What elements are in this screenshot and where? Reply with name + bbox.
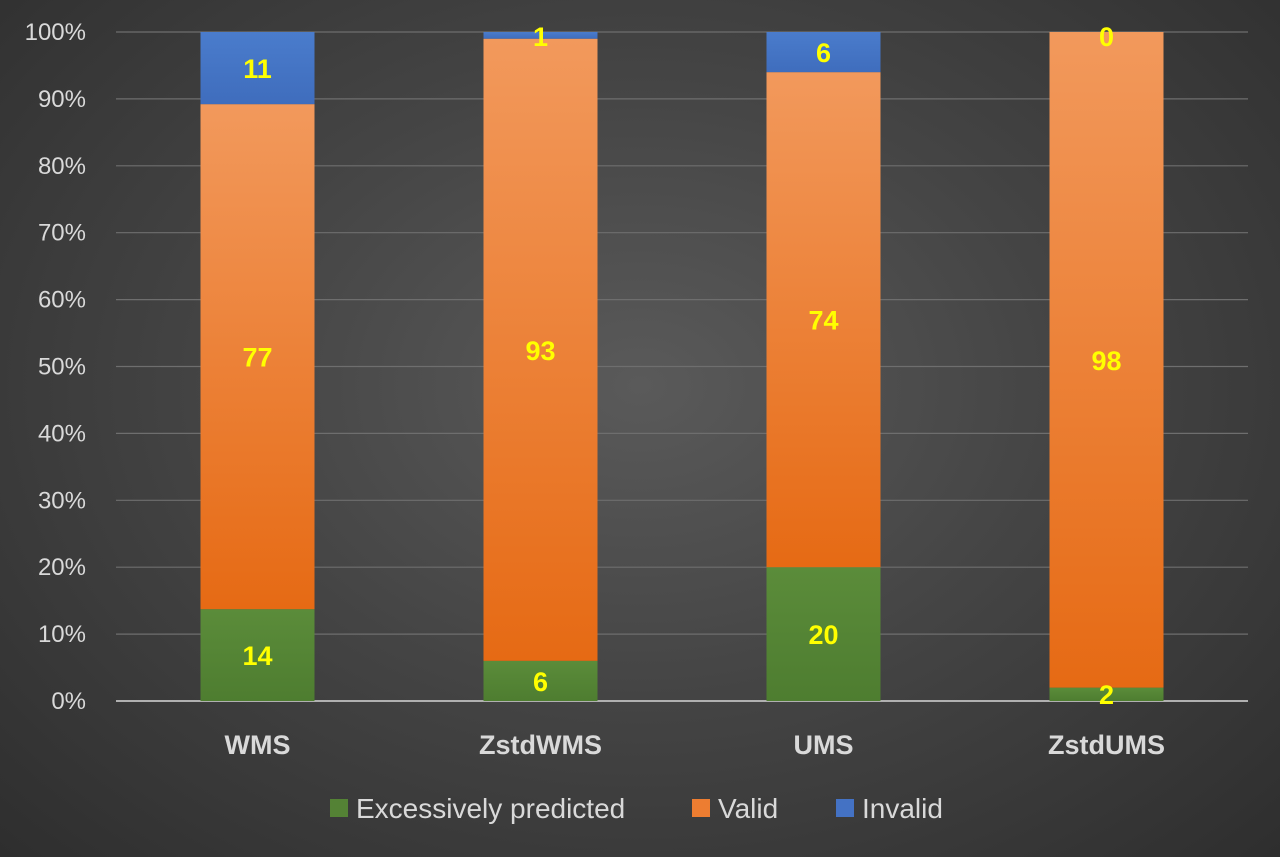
category-label: WMS xyxy=(225,730,291,760)
data-label: 0 xyxy=(1099,22,1114,52)
y-tick-label: 80% xyxy=(38,153,86,180)
y-tick-label: 60% xyxy=(38,287,86,314)
legend-label: Excessively predicted xyxy=(356,793,625,824)
y-tick-label: 0% xyxy=(51,688,86,715)
bar-segment-zstdwms-excessively-predicted xyxy=(483,660,598,701)
data-label: 2 xyxy=(1099,680,1114,710)
legend-label: Invalid xyxy=(862,793,943,824)
data-label: 1 xyxy=(533,22,548,52)
data-label: 11 xyxy=(243,54,272,84)
legend: Excessively predicted Valid Invalid xyxy=(330,793,943,824)
x-axis: WMS ZstdWMS UMS ZstdUMS xyxy=(225,730,1165,760)
legend-label: Valid xyxy=(718,793,778,824)
data-label: 20 xyxy=(808,620,838,650)
bar-segment-zstdwms-valid xyxy=(483,38,598,661)
y-tick-label: 90% xyxy=(38,86,86,113)
bars xyxy=(200,32,1164,701)
bar-segment-zstdwms-invalid xyxy=(483,32,598,39)
y-tick-label: 100% xyxy=(25,19,86,46)
data-label: 6 xyxy=(533,667,548,697)
data-label: 77 xyxy=(242,343,272,373)
data-label: 74 xyxy=(808,306,838,336)
category-label: ZstdWMS xyxy=(479,730,602,760)
bar-segment-ums-invalid xyxy=(766,32,881,73)
data-label: 6 xyxy=(816,38,831,68)
bar-segment-ums-excessively-predicted xyxy=(766,567,881,701)
category-label: UMS xyxy=(794,730,854,760)
bar-segment-zstdums-valid xyxy=(1049,32,1164,688)
y-tick-label: 50% xyxy=(38,354,86,381)
y-tick-label: 10% xyxy=(38,621,86,648)
bar-segment-ums-valid xyxy=(766,72,881,568)
data-labels: 14 77 11 6 93 1 20 74 6 2 98 0 xyxy=(242,22,1121,710)
y-tick-label: 30% xyxy=(38,487,86,514)
y-tick-label: 20% xyxy=(38,554,86,581)
data-label: 14 xyxy=(242,641,272,671)
bar-segment-wms-valid xyxy=(200,104,315,610)
category-label: ZstdUMS xyxy=(1048,730,1165,760)
bar-segment-wms-invalid xyxy=(200,32,315,105)
y-axis: 0% 10% 20% 30% 40% 50% 60% 70% 80% 90% 100% xyxy=(25,19,86,715)
legend-swatch xyxy=(692,799,710,817)
legend-swatch xyxy=(836,799,854,817)
legend-swatch xyxy=(330,799,348,817)
data-label: 93 xyxy=(525,336,555,366)
bar-segment-wms-excessively-predicted xyxy=(200,609,315,701)
bar-segment-zstdums-excessively-predicted xyxy=(1049,687,1164,701)
y-tick-label: 70% xyxy=(38,220,86,247)
data-label: 98 xyxy=(1091,346,1121,376)
y-tick-label: 40% xyxy=(38,420,86,447)
